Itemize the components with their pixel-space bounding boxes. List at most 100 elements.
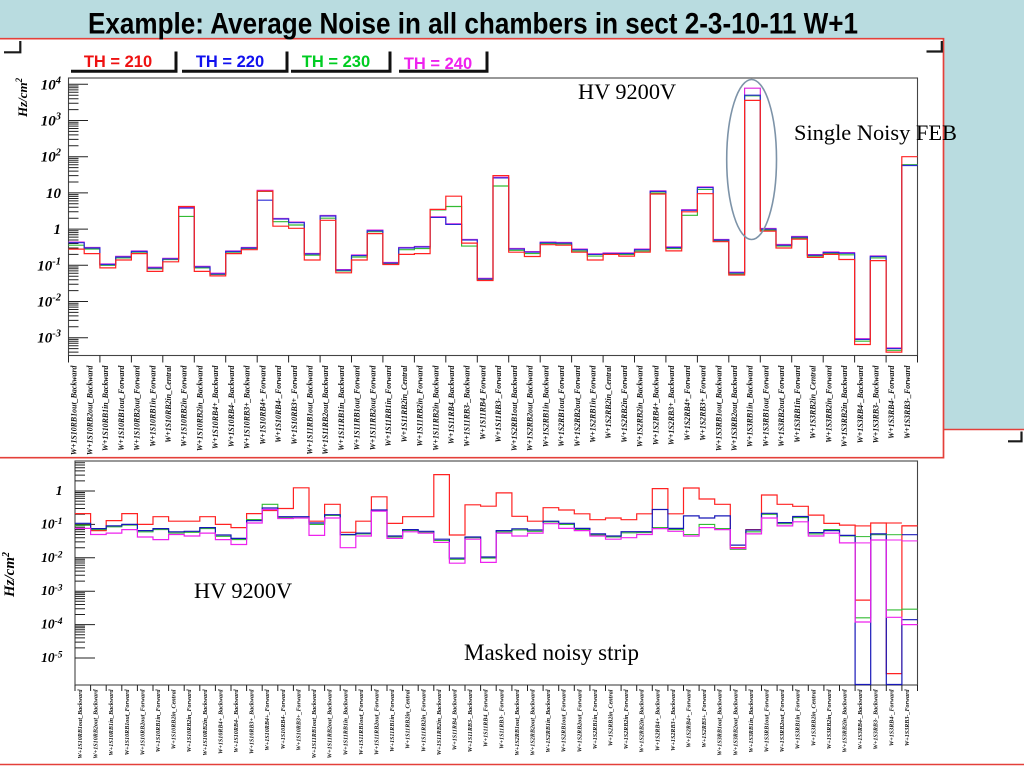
svg-text:W+1S11RB1out_Backward: W+1S11RB1out_Backward bbox=[312, 689, 318, 759]
svg-text:W+1S3RB2in_Backward: W+1S3RB2in_Backward bbox=[840, 364, 849, 447]
svg-text:W+1S2RB1in_Forward: W+1S2RB1in_Forward bbox=[589, 364, 598, 442]
svg-text:W+1S3RB2out_Forward: W+1S3RB2out_Forward bbox=[780, 689, 786, 753]
svg-text:W+1S3RB4-_Backward: W+1S3RB4-_Backward bbox=[856, 364, 865, 443]
svg-text:W+1S3RB3-_Forward: W+1S3RB3-_Forward bbox=[905, 689, 911, 747]
svg-text:W+1S3RB2in_Forward: W+1S3RB2in_Forward bbox=[827, 689, 833, 750]
svg-text:W+1S10RB1in_Forward: W+1S10RB1in_Forward bbox=[148, 364, 157, 446]
svg-text:W+1S10RB3+_Backward: W+1S10RB3+_Backward bbox=[250, 689, 256, 754]
svg-text:W+1S3RB1out_Backward: W+1S3RB1out_Backward bbox=[718, 689, 724, 756]
svg-text:W+1S10RB1in_Forward: W+1S10RB1in_Forward bbox=[156, 689, 162, 753]
svg-text:W+1S3RB2in_Central: W+1S3RB2in_Central bbox=[811, 689, 817, 746]
svg-text:HV 9200V: HV 9200V bbox=[578, 79, 676, 104]
svg-text:W+1S10RB4-_Forward: W+1S10RB4-_Forward bbox=[274, 364, 283, 442]
svg-text:W+1S3RB3-_Backward: W+1S3RB3-_Backward bbox=[872, 364, 881, 443]
svg-text:W+1S11RB4_Backward: W+1S11RB4_Backward bbox=[453, 689, 459, 751]
svg-text:W+1S2RB2out_Forward: W+1S2RB2out_Forward bbox=[573, 364, 582, 446]
svg-text:W+1S11RB3-_Backward: W+1S11RB3-_Backward bbox=[468, 689, 474, 753]
svg-text:W+1S2RB1in_Backward: W+1S2RB1in_Backward bbox=[546, 689, 552, 753]
svg-text:W+1S11RB1out_Forward: W+1S11RB1out_Forward bbox=[359, 689, 365, 755]
svg-text:W+1S2RB3+_Forward: W+1S2RB3+_Forward bbox=[702, 689, 708, 748]
svg-text:W+1S10RB1in_Backward: W+1S10RB1in_Backward bbox=[109, 689, 115, 756]
svg-text:W+1S10RB4+_Backward: W+1S10RB4+_Backward bbox=[218, 689, 224, 754]
svg-text:W+1S11RB2out_Forward: W+1S11RB2out_Forward bbox=[368, 364, 377, 450]
svg-text:W+1S3RB1in_Forward: W+1S3RB1in_Forward bbox=[793, 364, 802, 442]
svg-text:W+1S10RB4+_Backward: W+1S10RB4+_Backward bbox=[211, 364, 220, 449]
svg-text:W+1S3RB2out_Backward: W+1S3RB2out_Backward bbox=[733, 689, 739, 756]
svg-text:W+1S2RB2out_Forward: W+1S2RB2out_Forward bbox=[577, 689, 583, 753]
svg-text:W+1S11RB1in_Backward: W+1S11RB1in_Backward bbox=[343, 689, 349, 756]
svg-text:W+1S11RB1in_Forward: W+1S11RB1in_Forward bbox=[384, 364, 393, 446]
svg-text:W+1S3RB2out_Backward: W+1S3RB2out_Backward bbox=[730, 364, 739, 451]
svg-text:W+1S3RB1in_Backward: W+1S3RB1in_Backward bbox=[746, 364, 755, 447]
svg-text:W+1S11RB2in_Forward: W+1S11RB2in_Forward bbox=[416, 364, 425, 446]
svg-text:W+1S3RB1out_Backward: W+1S3RB1out_Backward bbox=[714, 364, 723, 451]
svg-text:W+1S10RB1out_Backward: W+1S10RB1out_Backward bbox=[78, 689, 84, 759]
svg-text:W+1S2RB2in_Forward: W+1S2RB2in_Forward bbox=[620, 364, 629, 442]
svg-text:W+1S3RB4-_Forward: W+1S3RB4-_Forward bbox=[889, 689, 895, 747]
svg-text:W+1S11RB1in_Forward: W+1S11RB1in_Forward bbox=[390, 689, 396, 752]
svg-text:W+1S11RB1out_Backward: W+1S11RB1out_Backward bbox=[306, 364, 315, 454]
svg-text:W+1S2RB1in_Forward: W+1S2RB1in_Forward bbox=[593, 689, 599, 750]
svg-text:W+1S11RB2in_Central: W+1S11RB2in_Central bbox=[406, 689, 412, 749]
svg-text:W+1S10RB1out_Forward: W+1S10RB1out_Forward bbox=[117, 364, 126, 450]
svg-text:W+1S3RB4-_Forward: W+1S3RB4-_Forward bbox=[887, 364, 896, 438]
svg-text:TH = 220: TH = 220 bbox=[196, 53, 264, 71]
svg-text:Hz/cm2: Hz/cm2 bbox=[14, 77, 30, 118]
svg-text:W+1S2RB2out_Backward: W+1S2RB2out_Backward bbox=[526, 364, 535, 451]
svg-text:W+1S2RB3+_Forward: W+1S2RB3+_Forward bbox=[699, 364, 708, 440]
svg-text:W+1S10RB3+_Backward: W+1S10RB3+_Backward bbox=[243, 364, 252, 449]
svg-text:W+1S2RB4+_Forward: W+1S2RB4+_Forward bbox=[683, 364, 692, 440]
svg-text:W+1S10RB4-_Forward: W+1S10RB4-_Forward bbox=[281, 689, 287, 750]
svg-text:W+1S11RB2in_Forward: W+1S11RB2in_Forward bbox=[421, 689, 427, 752]
svg-text:W+1S10RB2in_Forward: W+1S10RB2in_Forward bbox=[187, 689, 193, 753]
svg-text:W+1S3RB3-_Backward: W+1S3RB3-_Backward bbox=[874, 689, 880, 750]
svg-text:W+1S2RB3+_Backward: W+1S2RB3+_Backward bbox=[671, 689, 677, 751]
svg-text:W+1S2RB2in_Central: W+1S2RB2in_Central bbox=[609, 689, 615, 746]
svg-text:W+1S11RB3-_Forward: W+1S11RB3-_Forward bbox=[494, 364, 503, 442]
svg-text:W+1S10RB2in_Backward: W+1S10RB2in_Backward bbox=[203, 689, 209, 756]
svg-text:W+1S3RB2in_Forward: W+1S3RB2in_Forward bbox=[824, 364, 833, 442]
svg-text:W+1S11RB2out_Backward: W+1S11RB2out_Backward bbox=[328, 689, 334, 759]
svg-text:W+1S2RB1in_Backward: W+1S2RB1in_Backward bbox=[541, 364, 550, 447]
svg-text:W+1S3RB4-_Backward: W+1S3RB4-_Backward bbox=[858, 689, 864, 750]
svg-text:W+1S3RB2in_Central: W+1S3RB2in_Central bbox=[809, 365, 818, 439]
svg-text:TH = 230: TH = 230 bbox=[302, 53, 370, 71]
svg-text:W+1S10RB4-_Backward: W+1S10RB4-_Backward bbox=[227, 364, 236, 447]
svg-text:W+1S10RB4+_Forward: W+1S10RB4+_Forward bbox=[265, 689, 271, 751]
svg-text:W+1S10RB4+_Forward: W+1S10RB4+_Forward bbox=[258, 364, 267, 444]
svg-text:W+1S10RB1in_Backward: W+1S10RB1in_Backward bbox=[101, 364, 110, 451]
svg-text:W+1S10RB2in_Backward: W+1S10RB2in_Backward bbox=[196, 364, 205, 451]
svg-text:W+1S11RB4_Forward: W+1S11RB4_Forward bbox=[479, 364, 488, 439]
svg-text:Hz/cm2: Hz/cm2 bbox=[1, 552, 18, 598]
svg-text:10: 10 bbox=[46, 186, 62, 202]
svg-text:W+1S2RB1out_Backward: W+1S2RB1out_Backward bbox=[510, 364, 519, 451]
svg-text:W+1S10RB2out_Forward: W+1S10RB2out_Forward bbox=[133, 364, 142, 450]
svg-text:W+1S11RB4_Forward: W+1S11RB4_Forward bbox=[484, 689, 490, 747]
svg-text:W+1S10RB2out_Forward: W+1S10RB2out_Forward bbox=[140, 689, 146, 756]
svg-text:TH = 210: TH = 210 bbox=[84, 53, 152, 71]
svg-text:W+1S3RB3-_Forward: W+1S3RB3-_Forward bbox=[903, 364, 912, 438]
svg-text:1: 1 bbox=[56, 483, 63, 498]
svg-text:W+1S2RB2in_Backward: W+1S2RB2in_Backward bbox=[636, 364, 645, 447]
svg-text:W+1S2RB1out_Forward: W+1S2RB1out_Forward bbox=[562, 689, 568, 753]
svg-text:W+1S3RB2in_Backward: W+1S3RB2in_Backward bbox=[843, 689, 849, 753]
svg-text:W+1S11RB3-_Forward: W+1S11RB3-_Forward bbox=[499, 689, 505, 749]
svg-text:W+1S10RB3+_Forward: W+1S10RB3+_Forward bbox=[290, 364, 299, 444]
svg-text:W+1S10RB2out_Backward: W+1S10RB2out_Backward bbox=[94, 689, 100, 759]
svg-text:Example: Average Noise in all: Example: Average Noise in all chambers i… bbox=[88, 8, 858, 41]
svg-text:W+1S3RB1in_Forward: W+1S3RB1in_Forward bbox=[796, 689, 802, 750]
svg-text:W+1S2RB2in_Central: W+1S2RB2in_Central bbox=[604, 365, 613, 439]
svg-text:W+1S2RB2in_Backward: W+1S2RB2in_Backward bbox=[640, 689, 646, 753]
svg-text:W+1S11RB1out_Forward: W+1S11RB1out_Forward bbox=[353, 364, 362, 450]
svg-text:W+1S11RB2out_Forward: W+1S11RB2out_Forward bbox=[375, 689, 381, 755]
svg-text:W+1S10RB2in_Central: W+1S10RB2in_Central bbox=[172, 689, 178, 749]
svg-text:W+1S3RB1out_Forward: W+1S3RB1out_Forward bbox=[762, 364, 771, 446]
svg-text:W+1S10RB1out_Forward: W+1S10RB1out_Forward bbox=[125, 689, 131, 756]
svg-text:W+1S2RB2in_Forward: W+1S2RB2in_Forward bbox=[624, 689, 630, 750]
svg-text:HV 9200V: HV 9200V bbox=[194, 578, 292, 603]
svg-text:W+1S11RB4_Backward: W+1S11RB4_Backward bbox=[447, 364, 456, 444]
svg-text:W+1S2RB1out_Forward: W+1S2RB1out_Forward bbox=[557, 364, 566, 446]
svg-text:W+1S2RB1out_Backward: W+1S2RB1out_Backward bbox=[515, 689, 521, 756]
svg-text:Single Noisy FEB: Single Noisy FEB bbox=[794, 120, 957, 145]
svg-text:W+1S10RB4-_Backward: W+1S10RB4-_Backward bbox=[234, 689, 240, 753]
